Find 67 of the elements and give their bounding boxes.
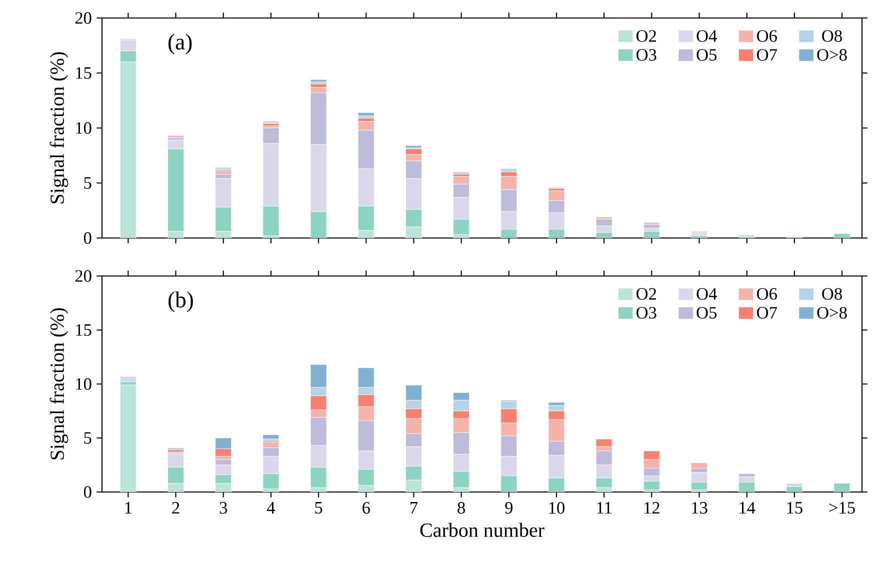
y-axis-title: Signal fraction (%) <box>50 308 68 460</box>
y-tick-label: 5 <box>84 177 92 189</box>
legend-label: O3 <box>636 49 656 61</box>
x-tick-label: 13 <box>692 502 708 514</box>
legend-label: O5 <box>696 49 717 61</box>
x-tick-label: 9 <box>505 502 513 514</box>
bar <box>453 219 470 235</box>
bar <box>786 486 803 492</box>
x-tick-label: 15 <box>787 502 802 514</box>
x-tick-label: 6 <box>362 502 370 514</box>
legend-label: O6 <box>756 30 777 42</box>
bar <box>120 376 136 382</box>
legend-label: O6 <box>756 288 777 300</box>
bar <box>643 224 660 228</box>
y-tick-label: 0 <box>84 486 92 498</box>
bar <box>262 434 280 440</box>
legend-label: O2 <box>636 30 656 42</box>
x-tick-label: 14 <box>740 502 756 514</box>
legend-label: O4 <box>696 288 717 300</box>
legend-label: O>8 <box>817 49 847 61</box>
y-tick-label: 10 <box>76 378 92 390</box>
legend-label: O7 <box>756 49 777 61</box>
legend-label: O5 <box>696 306 717 319</box>
legend-label: O4 <box>696 30 717 42</box>
bar <box>691 462 708 468</box>
x-tick-label: 11 <box>597 502 612 514</box>
x-tick-label: 1 <box>125 502 132 514</box>
x-tick-label: 8 <box>458 502 465 514</box>
legend-label: O8 <box>822 30 842 42</box>
y-tick-label: 15 <box>76 324 92 336</box>
bar <box>262 206 280 236</box>
y-tick-label: 10 <box>76 122 92 134</box>
bar <box>358 116 374 118</box>
bar <box>168 140 184 150</box>
legend-label: O8 <box>822 288 842 300</box>
annotation: (b) <box>168 292 193 312</box>
bar <box>453 172 470 174</box>
x-tick-label: 2 <box>172 502 180 514</box>
y-tick-label: 0 <box>84 232 92 244</box>
bar <box>168 148 184 232</box>
annotation: (a) <box>168 34 192 54</box>
x-tick-label: 10 <box>549 502 564 514</box>
x-tick-label: 12 <box>644 502 660 514</box>
y-tick-label: 20 <box>75 270 92 282</box>
bar <box>120 384 136 492</box>
bar <box>596 438 612 447</box>
x-tick-label: >15 <box>829 502 855 514</box>
y-tick-label: 5 <box>84 432 92 444</box>
y-tick-label: 20 <box>75 12 92 24</box>
x-tick-label: 7 <box>410 502 418 514</box>
legend-label: O>8 <box>817 306 847 319</box>
bar <box>215 170 232 174</box>
legend-label: O2 <box>636 288 656 300</box>
y-tick-label: 15 <box>76 67 92 79</box>
bar <box>215 206 232 232</box>
y-axis-title: Signal fraction (%) <box>50 52 68 204</box>
legend-label: O3 <box>636 306 656 319</box>
bar <box>834 483 850 492</box>
bar <box>358 206 374 230</box>
bar <box>215 178 232 208</box>
x-tick-label: 4 <box>266 502 276 514</box>
x-tick-label: 3 <box>220 502 228 514</box>
x-tick-label: 5 <box>315 502 322 514</box>
bar <box>310 211 327 238</box>
bar <box>406 209 422 228</box>
x-axis-title: Carbon number <box>420 522 544 537</box>
legend-label: O7 <box>756 306 777 319</box>
